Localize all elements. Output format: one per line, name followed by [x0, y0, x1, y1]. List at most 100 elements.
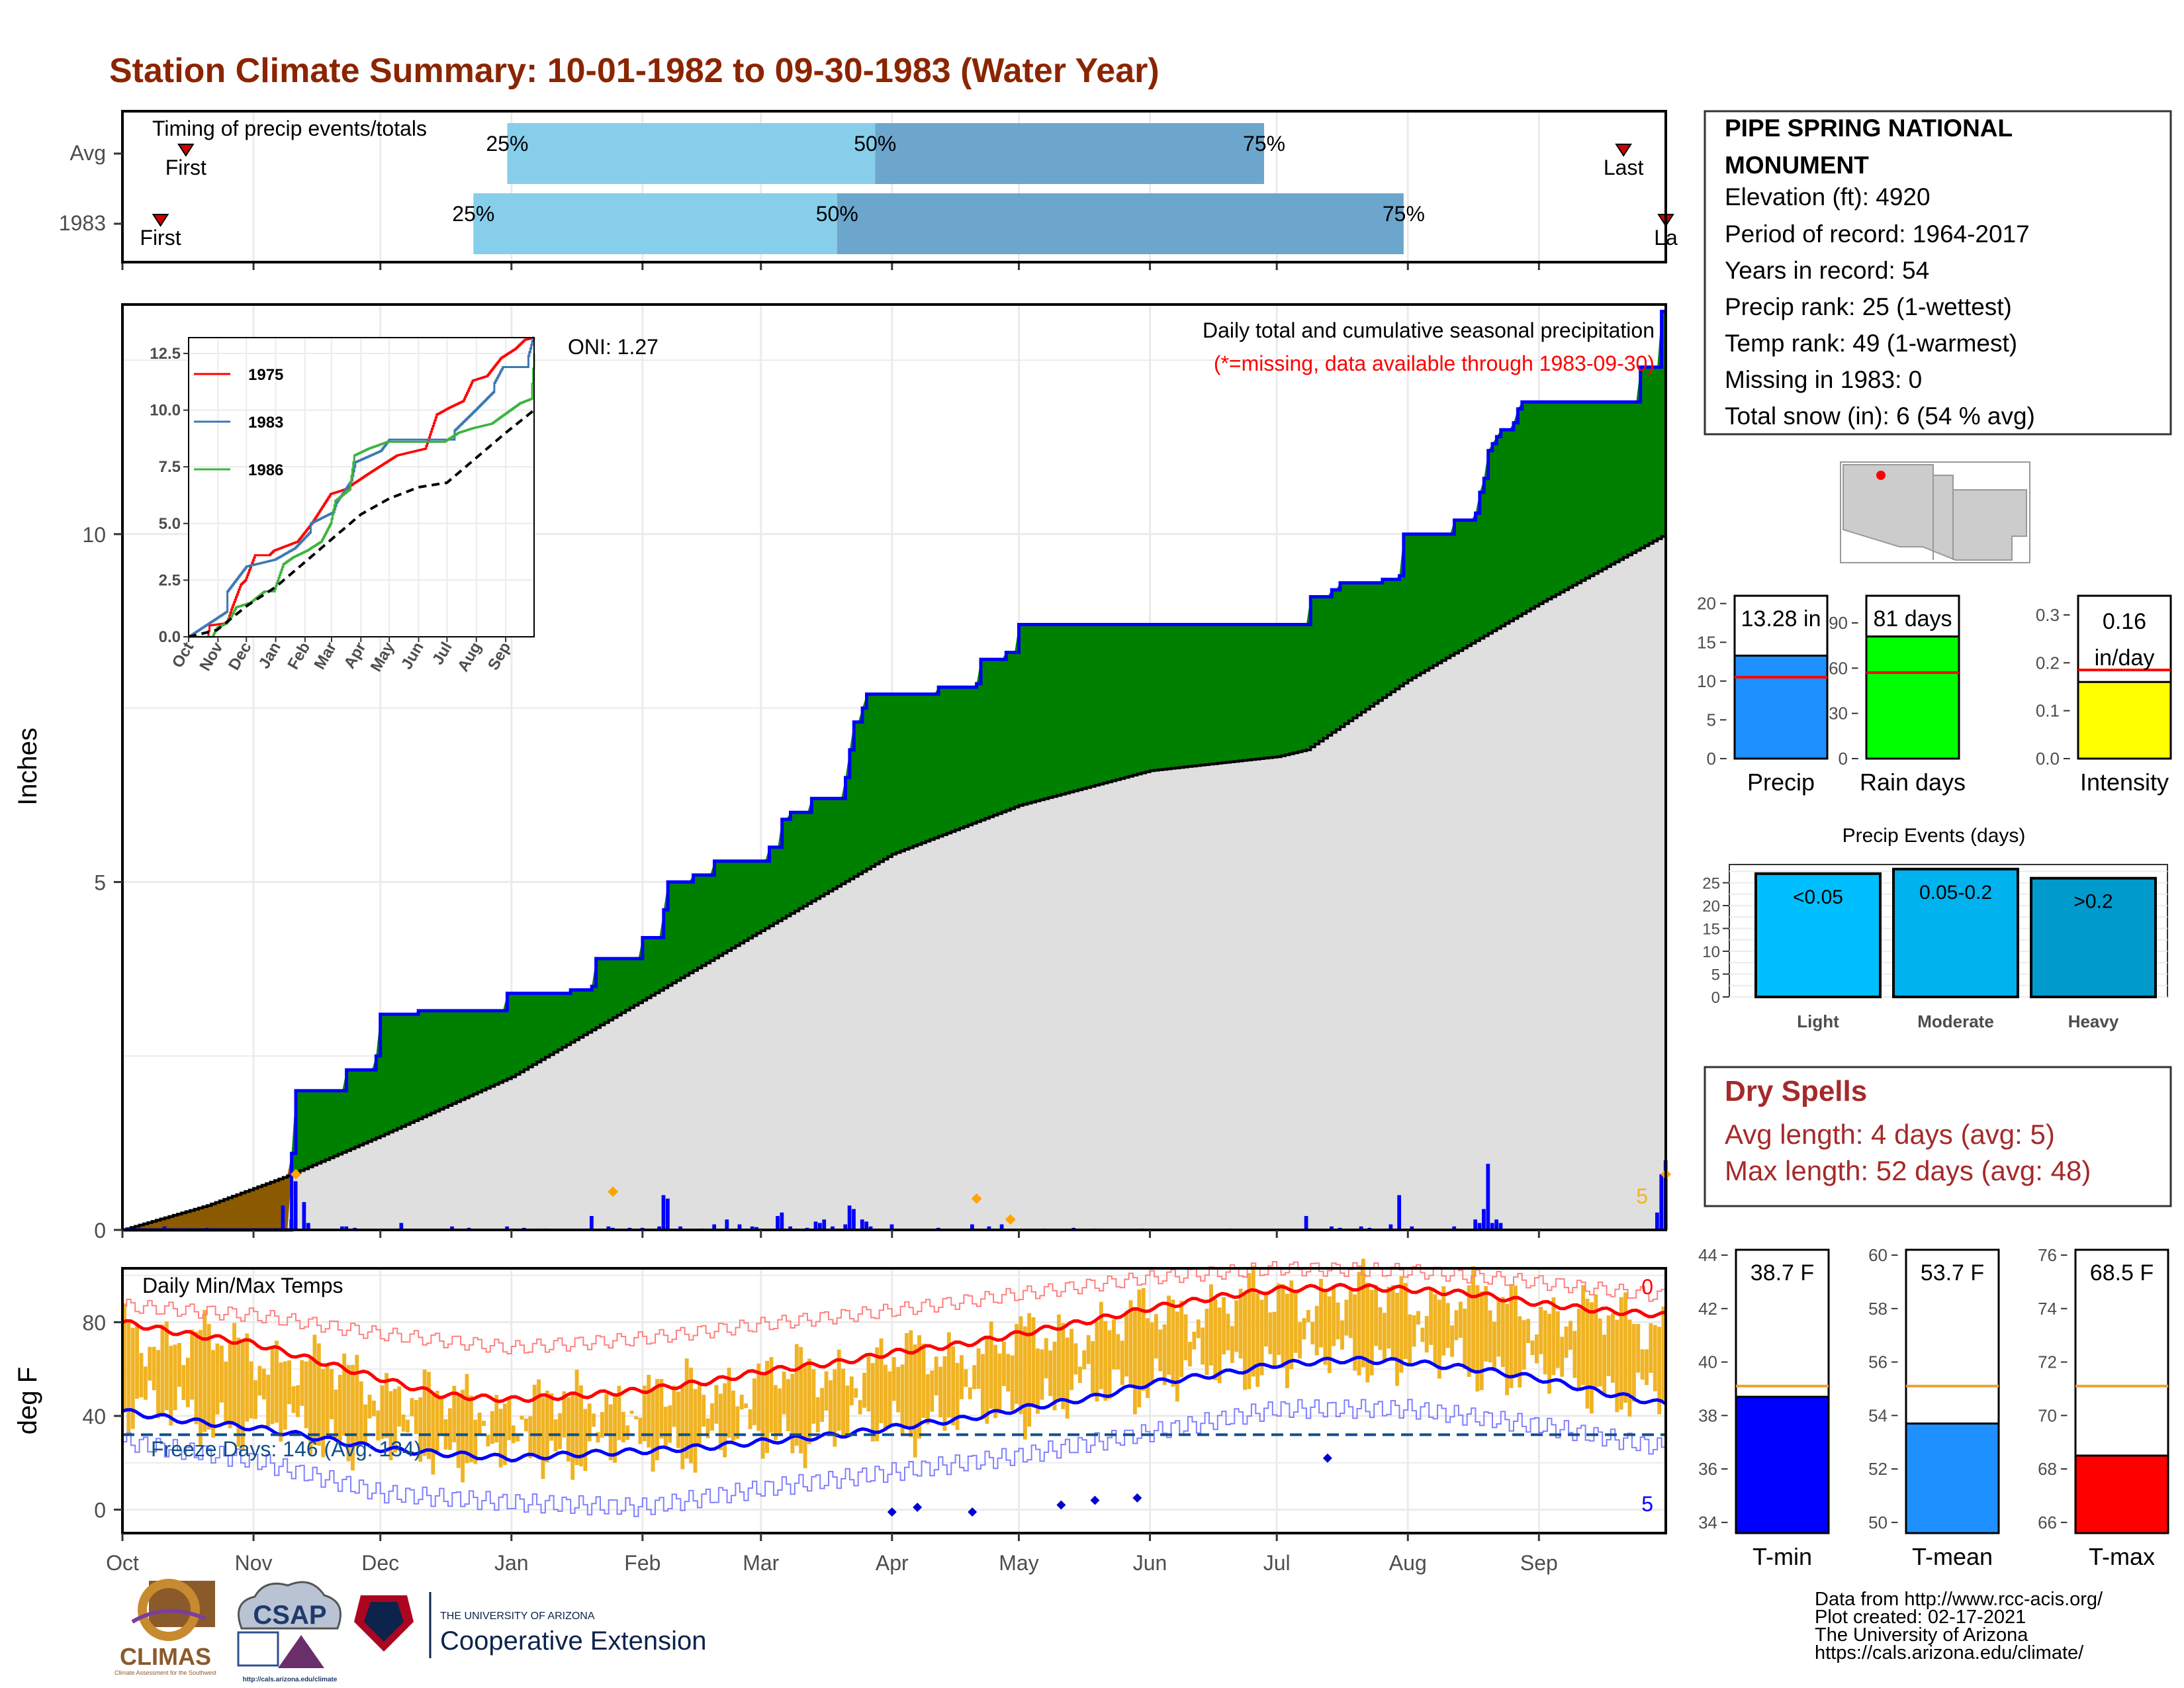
daily-temp-bar-352	[1610, 1313, 1615, 1383]
daily-temp-bar-220	[1052, 1341, 1057, 1411]
daily-temp-bar-81	[465, 1374, 469, 1464]
temp-summary-t-mean-y-tick-label-2: 54	[1868, 1405, 1888, 1425]
daily-temp-bar-330	[1518, 1316, 1522, 1388]
daily-temp-bar-127	[659, 1379, 664, 1439]
daily-temp-bar-187	[913, 1344, 917, 1458]
events-y-tick-label-5: 5	[1711, 966, 1720, 984]
climas-logo[interactable]: CLIMAS Climate Assessment for the Southw…	[114, 1579, 217, 1676]
station-name-line1: PIPE SPRING NATIONAL	[1725, 115, 2013, 142]
daily-temp-bar-66	[401, 1414, 406, 1432]
daily-temp-bar-112	[596, 1432, 600, 1443]
daily-temp-bar-80	[461, 1389, 465, 1483]
daily-temp-bar-97	[532, 1384, 537, 1455]
daily-temp-bar-210	[1010, 1355, 1015, 1411]
daily-temp-bar-194	[942, 1356, 947, 1431]
timing-first-label-1983: First	[140, 226, 181, 250]
temp-summary-t-max-y-tick-label-1: 68	[2038, 1459, 2057, 1479]
daily-temp-bar-9	[160, 1324, 165, 1414]
daily-temp-bar-46	[316, 1343, 321, 1446]
temp-summary-t-min-y-tick-label-1: 36	[1698, 1459, 1717, 1479]
daily-temp-bar-115	[608, 1404, 613, 1460]
daily-temp-bar-10	[164, 1321, 169, 1411]
daily-temp-bar-204	[985, 1336, 989, 1424]
timing-bar-50-75-avg	[875, 123, 1265, 184]
daily-temp-bar-59	[371, 1400, 376, 1417]
daily-temp-bar-200	[968, 1387, 972, 1399]
daily-temp-bar-295	[1369, 1289, 1374, 1376]
oni-label: ONI: 1.27	[568, 335, 659, 359]
daily-temp-bar-159	[794, 1344, 799, 1446]
csap-url: http://cals.arizona.edu/climate	[243, 1676, 338, 1683]
month-label-oct: Oct	[106, 1551, 139, 1575]
daily-temp-bar-266	[1247, 1273, 1251, 1389]
daily-temp-bar-208	[1001, 1341, 1006, 1386]
climas-logo-swoosh	[131, 1609, 206, 1624]
daily-temp-bar-133	[684, 1358, 689, 1459]
month-label-jul: Jul	[1263, 1551, 1291, 1575]
summary-rain-days-y-tick-label-3: 90	[1829, 613, 1848, 633]
daily-precip-bar-71	[1490, 1223, 1494, 1230]
credits-line1: Data from http://www.rcc-acis.org/	[1815, 1589, 2103, 1610]
daily-temp-bar-316	[1458, 1301, 1463, 1338]
daily-temp-bar-103	[558, 1413, 562, 1450]
timing-label-75-1983: 75%	[1383, 202, 1425, 226]
daily-temp-bar-167	[828, 1380, 833, 1436]
daily-temp-bar-34	[266, 1374, 271, 1427]
daily-temp-bar-108	[579, 1385, 583, 1467]
daily-temp-bar-141	[718, 1393, 723, 1450]
daily-temp-bar-105	[566, 1397, 570, 1462]
daily-temp-bar-303	[1403, 1283, 1408, 1359]
temp-summary-t-min-y-tick-label-5: 44	[1698, 1245, 1717, 1265]
daily-temp-bar-305	[1412, 1315, 1416, 1347]
summary-precip-category-label: Precip	[1747, 769, 1815, 796]
daily-temp-bar-107	[574, 1370, 579, 1466]
daily-temp-bar-288	[1340, 1320, 1344, 1350]
daily-temp-bar-168	[833, 1369, 837, 1447]
summary-rain-days-category-label: Rain days	[1860, 769, 1966, 796]
daily-temp-bar-209	[1006, 1354, 1011, 1392]
temp-summary-t-min-bar	[1735, 1395, 1830, 1534]
daily-temp-bar-173	[854, 1388, 858, 1398]
daily-temp-bar-113	[600, 1412, 604, 1438]
daily-temp-bar-190	[925, 1374, 930, 1425]
csap-logo[interactable]: CSAP http://cals.arizona.edu/climate	[237, 1581, 341, 1683]
daily-temp-bar-121	[634, 1416, 638, 1420]
daily-temp-bar-197	[955, 1362, 960, 1430]
daily-temp-bar-77	[447, 1408, 452, 1450]
csap-mountain-icon	[278, 1635, 324, 1668]
daily-temp-bar-129	[668, 1405, 672, 1443]
credits: Data from http://www.rcc-acis.org/ Plot …	[1815, 1589, 2103, 1664]
temp-summary-t-mean-y-tick-label-1: 52	[1868, 1459, 1888, 1479]
ua-a-inner-icon	[364, 1602, 404, 1642]
daily-temp-bar-258	[1213, 1299, 1218, 1381]
station-period: Period of record: 1964-2017	[1725, 220, 2030, 248]
daily-temp-bar-69	[414, 1400, 418, 1434]
daily-precip-bar-59	[1330, 1226, 1334, 1230]
daily-temp-bar-343	[1572, 1331, 1577, 1378]
daily-temp-bar-217	[1040, 1349, 1044, 1400]
daily-temp-bar-337	[1547, 1313, 1551, 1394]
ua-logo-small-text: THE UNIVERSITY OF ARIZONA	[440, 1611, 595, 1622]
daily-temp-bar-180	[884, 1364, 887, 1431]
daily-temp-bar-357	[1631, 1324, 1636, 1402]
timing-label-50-1983: 50%	[816, 202, 858, 226]
daily-temp-bar-228	[1086, 1335, 1091, 1364]
daily-temp-bar-178	[875, 1347, 880, 1442]
daily-temp-bar-222	[1061, 1323, 1066, 1409]
events-category-label-heavy: Heavy	[2068, 1011, 2119, 1031]
ua-cooperative-extension-logo[interactable]: THE UNIVERSITY OF ARIZONA Cooperative Ex…	[354, 1592, 706, 1658]
events-y-tick-label-25: 25	[1702, 875, 1720, 893]
daily-temp-bar-52	[342, 1353, 347, 1436]
daily-temp-bar-271	[1268, 1312, 1273, 1354]
ua-logo-big-text: Cooperative Extension	[440, 1626, 706, 1656]
daily-temp-bar-353	[1615, 1319, 1619, 1413]
daily-temp-bar-43	[304, 1361, 308, 1429]
daily-temp-bar-70	[418, 1397, 423, 1462]
events-bar-heavy	[2030, 876, 2157, 999]
daily-temp-bar-265	[1243, 1293, 1247, 1390]
month-label-aug: Aug	[1389, 1551, 1427, 1575]
daily-temp-bar-26	[232, 1323, 236, 1424]
daily-temp-bar-47	[321, 1368, 326, 1458]
daily-precip-bar-8	[306, 1223, 310, 1230]
temp-summary-t-max-category-label: T-max	[2089, 1543, 2155, 1570]
